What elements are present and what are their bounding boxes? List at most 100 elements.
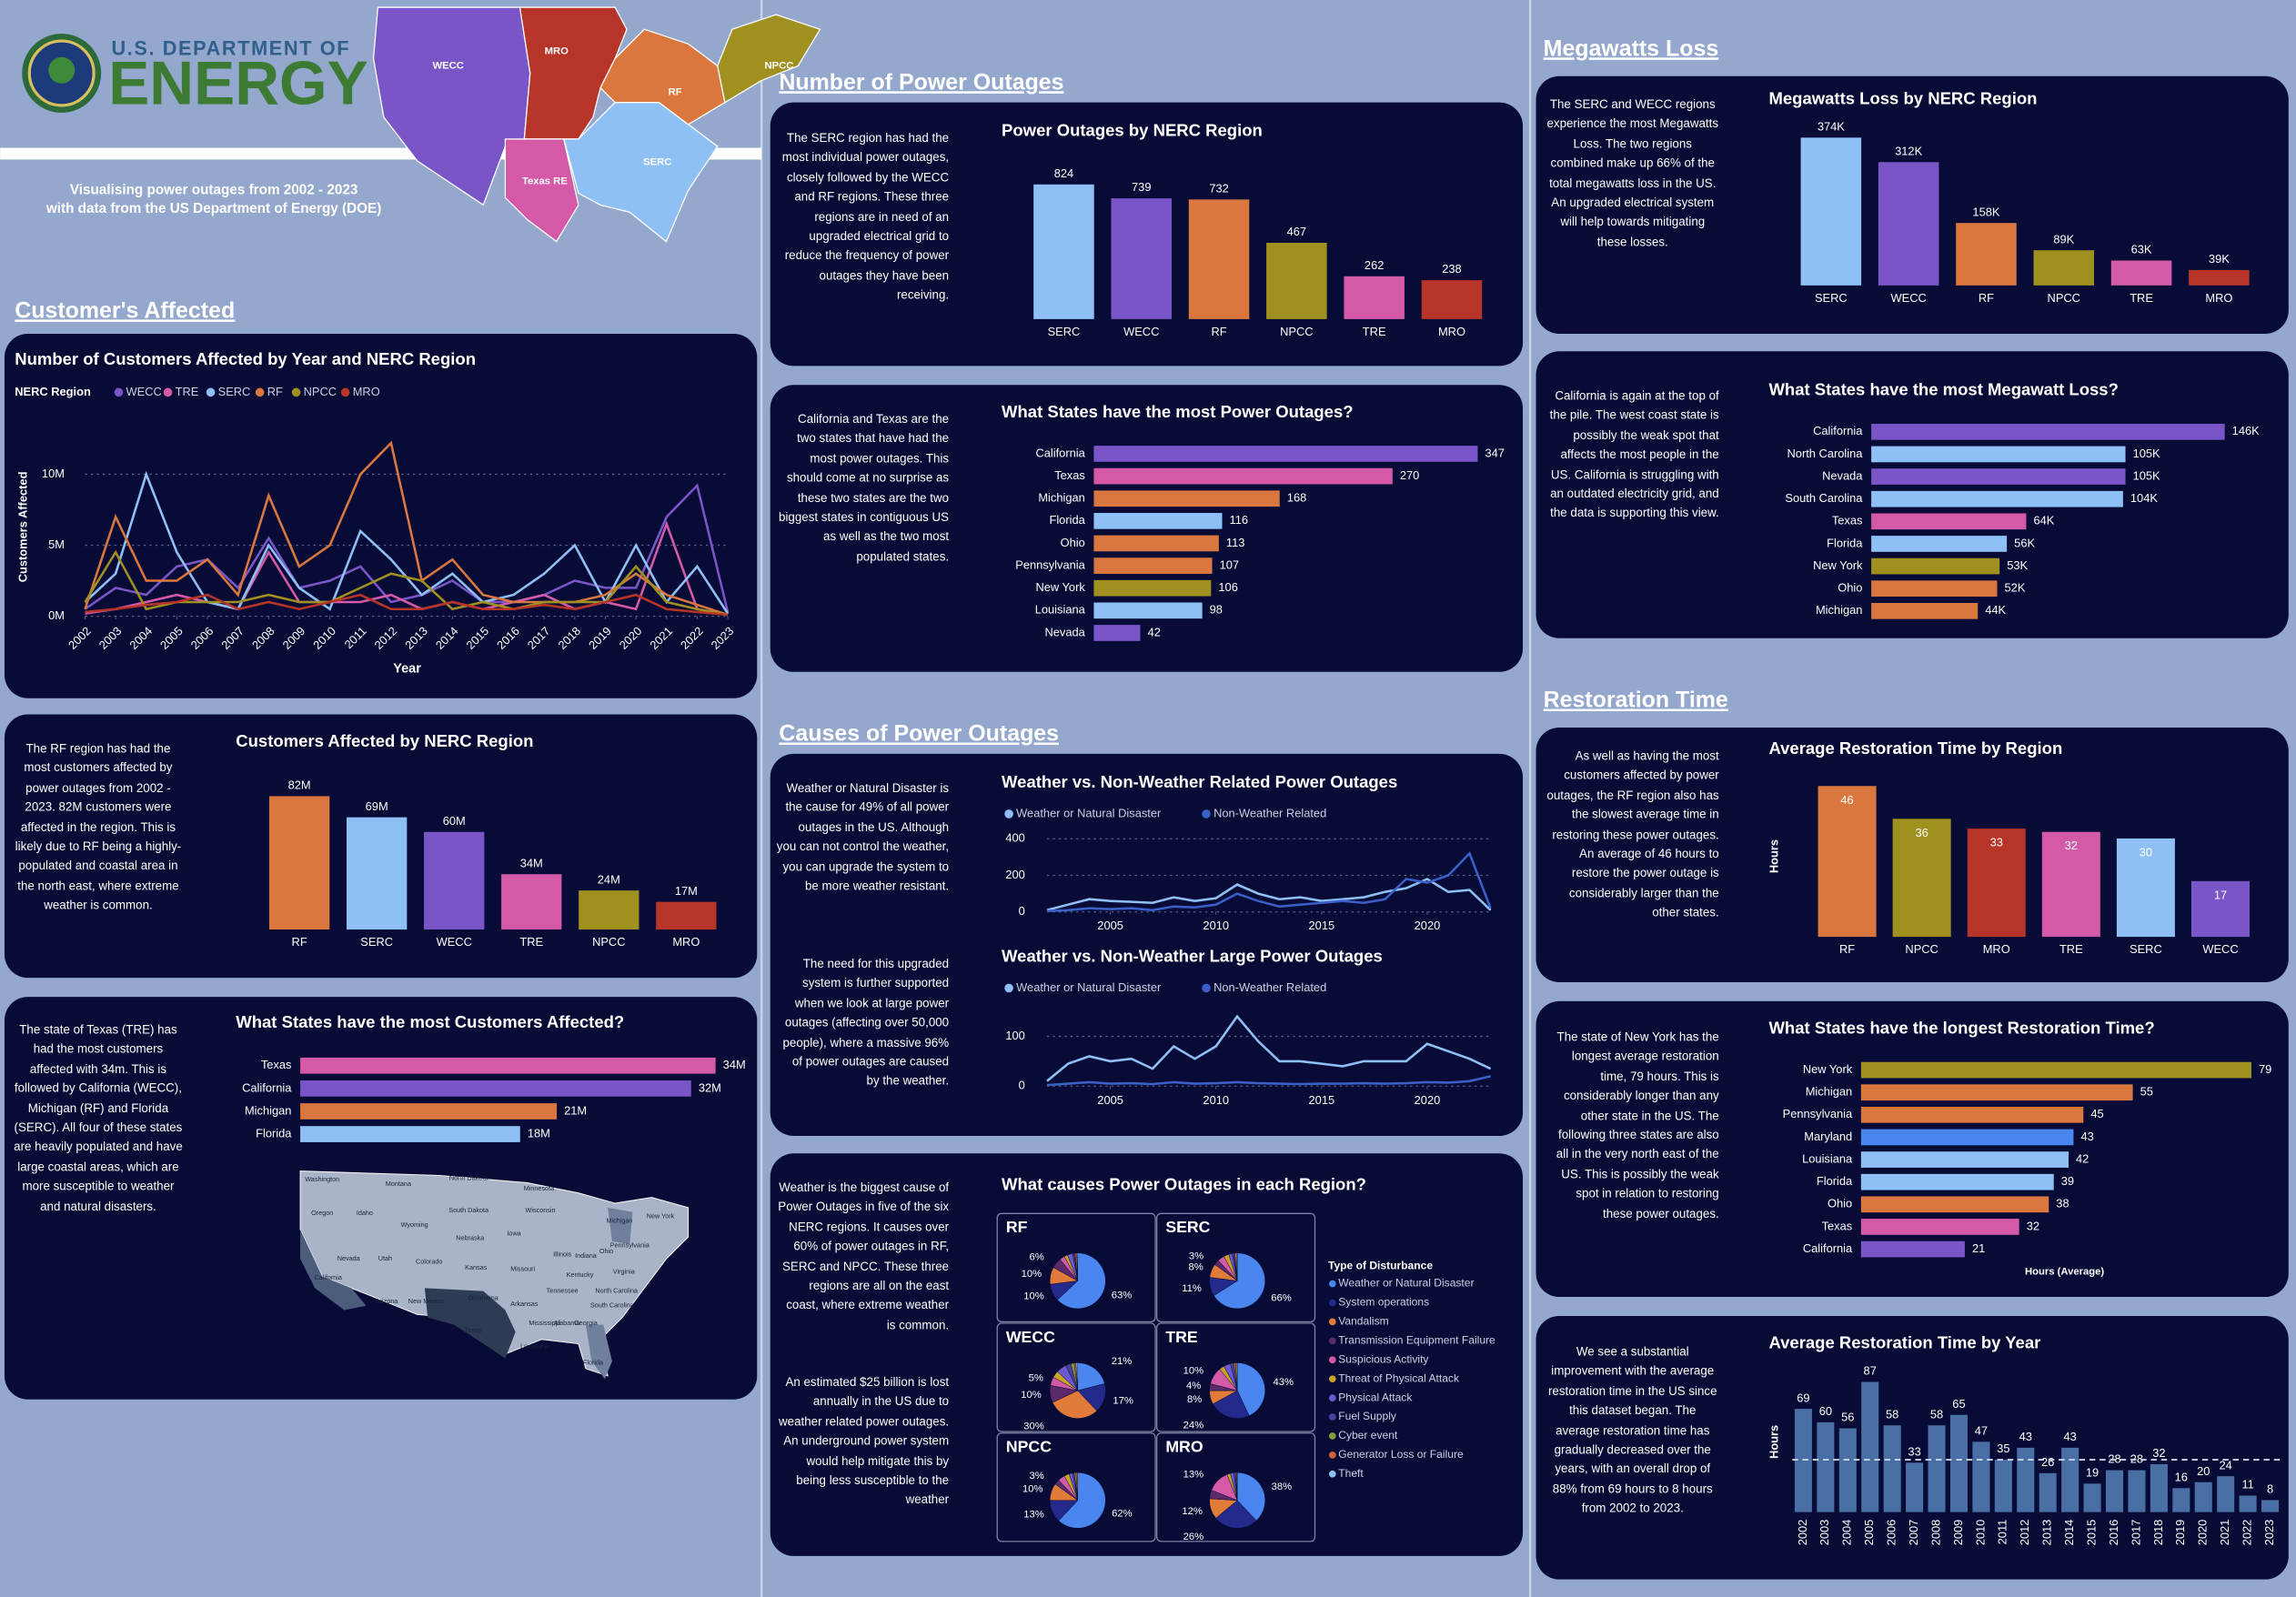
x-tick-label: 2016	[2107, 1520, 2120, 1546]
y-tick-label: Texas	[1832, 514, 1863, 527]
legend-swatch	[1004, 983, 1013, 993]
bar	[1344, 276, 1405, 319]
data-label: 17M	[675, 884, 698, 898]
bar	[2105, 1470, 2124, 1512]
pie-slice	[1236, 1471, 1265, 1522]
bar	[1033, 184, 1094, 319]
state-label: Kentucky	[567, 1271, 594, 1279]
y-tick-label: Michigan	[245, 1103, 291, 1117]
legend-label: System operations	[1338, 1296, 1429, 1309]
chart-title: Average Restoration Time by Year	[1768, 1332, 2040, 1351]
pie-slice	[1075, 1362, 1078, 1391]
x-tick-label: WECC	[1123, 325, 1159, 338]
y-tick-label: Michigan	[1038, 491, 1084, 505]
y-axis-label: Hours	[1767, 1425, 1780, 1459]
x-tick-label: NPCC	[1905, 942, 1938, 956]
line-series	[84, 549, 729, 617]
pie-slice	[1077, 1362, 1105, 1391]
chart-title: What States have the longest Restoration…	[1768, 1018, 2154, 1037]
x-tick-label: TRE	[2059, 942, 2083, 956]
y-tick-label: Nevada	[1822, 468, 1863, 482]
data-label: 58	[1886, 1407, 1898, 1421]
bar	[1871, 580, 1998, 598]
x-tick-label: 2002	[1796, 1520, 1809, 1546]
data-label: 467	[1287, 225, 1306, 238]
data-label: 3%	[1029, 1471, 1043, 1481]
section-title: Causes of Power Outages	[779, 721, 1059, 747]
legend-label: Fuel Supply	[1338, 1410, 1396, 1422]
data-label: 10%	[1183, 1365, 1204, 1376]
chart-title: What States have the most Megawatt Loss?	[1768, 380, 2118, 399]
state-label: Colorado	[416, 1257, 442, 1265]
bar	[2172, 1488, 2190, 1512]
state-label: Indiana	[575, 1251, 598, 1260]
data-label: 104K	[2130, 491, 2158, 505]
data-label: 10%	[1023, 1291, 1044, 1301]
data-label: 8%	[1187, 1394, 1202, 1405]
data-label: 11	[2241, 1478, 2253, 1492]
bar	[1871, 557, 2000, 575]
data-label: 30%	[1023, 1421, 1044, 1432]
legend-swatch	[1328, 1470, 1336, 1478]
data-label: 53K	[2007, 558, 2028, 572]
data-label: 42	[2076, 1151, 2089, 1165]
map-label: SERC	[643, 157, 671, 168]
state-label: Minnesota	[524, 1184, 555, 1192]
data-label: 10%	[1022, 1483, 1043, 1494]
data-label: 5%	[1029, 1372, 1043, 1383]
data-label: 26	[2041, 1455, 2054, 1469]
note: We see a substantial improvement with th…	[1548, 1344, 1717, 1516]
data-label: 32M	[699, 1080, 721, 1094]
y-axis-label: Customers Affected	[15, 472, 29, 583]
data-label: 34M	[723, 1058, 746, 1071]
y-tick-label: Ohio	[1828, 1197, 1852, 1210]
pie-frame	[1156, 1432, 1316, 1542]
x-tick-label: 2015	[1309, 919, 1335, 932]
pie-name: TRE	[1165, 1328, 1198, 1346]
bar	[1972, 1441, 1990, 1512]
map-label: RF	[669, 86, 682, 97]
note: The SERC region has had the most individ…	[782, 130, 949, 302]
data-label: 17	[2214, 888, 2227, 901]
logo	[22, 34, 102, 113]
bar	[1906, 1462, 1924, 1512]
x-tick-label: NPCC	[592, 935, 625, 949]
chart-title: Customers Affected by NERC Region	[236, 731, 533, 750]
y-tick-label: Nevada	[1044, 625, 1085, 638]
data-label: 33	[1990, 836, 2003, 849]
y-axis-label: Hours	[1767, 839, 1780, 873]
bar	[1878, 162, 1939, 286]
y-tick-label: Pennsylvania	[1015, 557, 1085, 571]
data-label: 52K	[2005, 581, 2026, 595]
state-label: Illinois	[553, 1250, 571, 1258]
x-tick-label: 2006	[1885, 1520, 1898, 1546]
note-text: The state of Texas (TRE) has had the mos…	[14, 1021, 183, 1213]
map-label: WECC	[432, 60, 463, 71]
data-label: 60	[1819, 1404, 1832, 1418]
legend-label: WECC	[126, 385, 162, 398]
data-label: 312K	[1895, 144, 1922, 157]
x-tick-label: 2023	[2262, 1520, 2276, 1546]
note: The SERC and WECC regions experience the…	[1546, 96, 1718, 248]
x-tick-label: WECC	[1891, 291, 1927, 305]
chart-title: Average Restoration Time by Region	[1768, 738, 2062, 758]
note: As well as having the most customers aff…	[1546, 748, 1718, 919]
pie-slice	[1235, 1252, 1238, 1281]
subtitle: with data from the US Department of Ener…	[45, 201, 381, 216]
note-text: The state of New York has the longest av…	[1556, 1029, 1719, 1220]
x-tick-label: 2011	[1996, 1520, 2009, 1545]
note: The state of Texas (TRE) has had the mos…	[14, 1021, 183, 1213]
y-tick-label: New York	[1803, 1062, 1853, 1076]
state-label: Georgia	[574, 1319, 599, 1327]
y-tick-label: 10M	[42, 467, 65, 480]
data-label: 45	[2090, 1107, 2103, 1120]
legend-swatch	[1328, 1356, 1336, 1364]
bar	[2110, 260, 2172, 286]
y-tick-label: Florida	[1827, 536, 1863, 549]
legend-label: SERC	[218, 385, 251, 398]
note-text: The need for this upgraded system is fur…	[782, 956, 950, 1089]
data-label: 732	[1209, 181, 1228, 195]
data-label: 42	[1148, 625, 1161, 638]
state-label: Wisconsin	[526, 1206, 556, 1214]
bar	[300, 1080, 691, 1097]
